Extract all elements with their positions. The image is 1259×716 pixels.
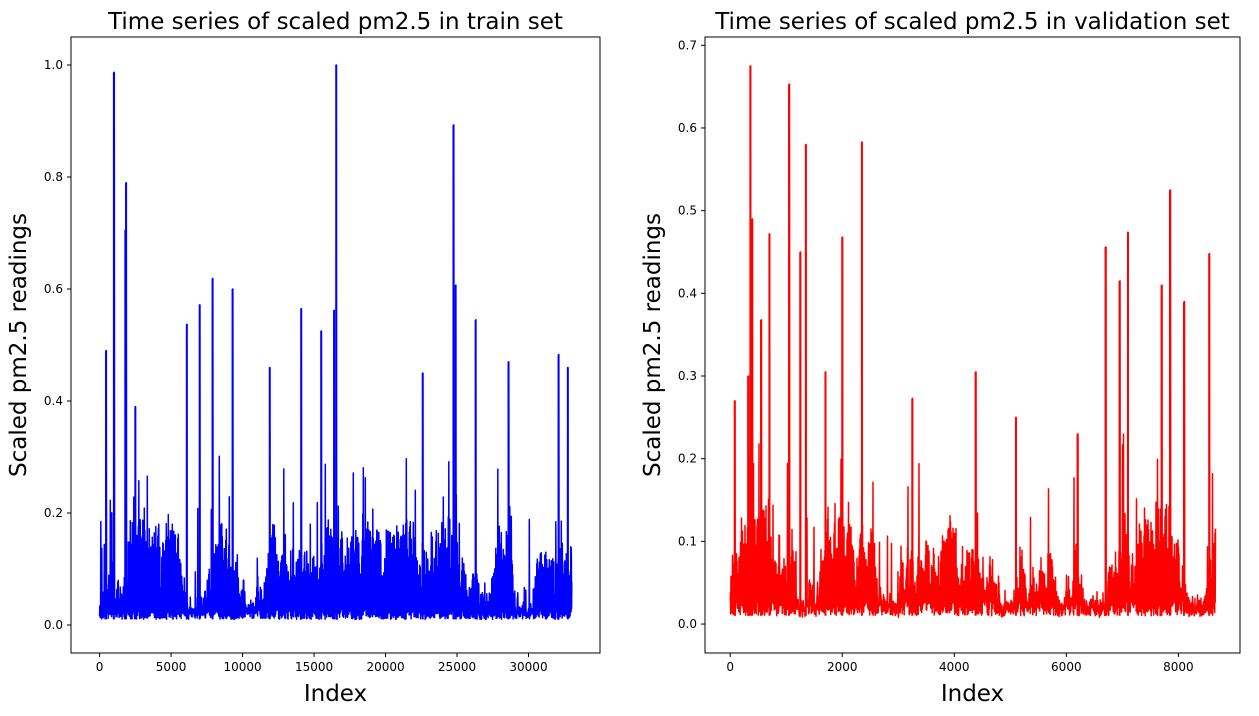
validation-x-ticks: 0 2000 4000 6000 8000: [726, 653, 1194, 674]
validation-series-line: [729, 65, 1217, 619]
train-x-tick-label: 10000: [223, 660, 261, 674]
validation-y-tick-label: 0.2: [678, 452, 697, 466]
validation-y-tick-label: 0.4: [678, 286, 697, 300]
train-x-ticks: 0 5000 10000 15000 20000 25000 30000: [96, 653, 548, 674]
train-y-tick-label: 0.6: [44, 282, 63, 296]
train-x-axis-label: Index: [304, 681, 367, 707]
train-y-ticks: 0.0 0.2 0.4 0.6 0.8 1.0: [44, 58, 71, 632]
train-y-axis-label: Scaled pm2.5 readings: [6, 213, 32, 477]
validation-y-ticks: 0.0 0.1 0.2 0.3 0.4 0.5 0.6 0.7: [678, 38, 705, 631]
validation-x-tick-label: 0: [726, 660, 734, 674]
train-y-tick-label: 0.8: [44, 170, 63, 184]
train-axes-frame: [70, 36, 601, 654]
validation-x-tick-label: 8000: [1163, 660, 1194, 674]
train-plot-area: [98, 64, 573, 621]
validation-y-tick-label: 0.0: [678, 617, 697, 631]
validation-y-tick-label: 0.5: [678, 204, 697, 218]
validation-y-axis-label: Scaled pm2.5 readings: [640, 213, 666, 477]
train-x-tick-label: 30000: [509, 660, 547, 674]
validation-chart: 0 2000 4000 6000 8000 0.00.10.20.30.40.50.60…: [640, 9, 1241, 707]
validation-x-tick-label: 6000: [1051, 660, 1082, 674]
train-x-tick-label: 0: [96, 660, 104, 674]
train-y-tick-label: 0.2: [44, 506, 63, 520]
train-x-tick-label: 25000: [438, 660, 476, 674]
validation-y-tick-label: 0.7: [678, 38, 697, 52]
validation-x-axis-label: Index: [941, 681, 1004, 707]
train-x-tick-label: 5000: [156, 660, 187, 674]
validation-axes-frame: [704, 36, 1241, 654]
train-x-tick-label: 20000: [366, 660, 404, 674]
train-y-tick-label: 0.4: [44, 394, 63, 408]
validation-y-tick-label: 0.6: [678, 121, 697, 135]
train-x-tick-label: 15000: [295, 660, 333, 674]
validation-y-tick-label: 0.3: [678, 369, 697, 383]
train-chart: 0 5000 10000 15000 20000 25000 30000 0.0 0.2 0.4…: [6, 9, 601, 707]
train-y-tick-label: 1.0: [44, 58, 63, 72]
validation-plot-area: [729, 65, 1217, 619]
validation-x-tick-label: 2000: [827, 660, 858, 674]
train-chart-title: Time series of scaled pm2.5 in train set: [107, 9, 563, 35]
validation-y-tick-label: 0.1: [678, 534, 697, 548]
validation-chart-title: Time series of scaled pm2.5 in validatio…: [714, 9, 1230, 35]
validation-x-tick-label: 4000: [939, 660, 970, 674]
train-y-tick-label: 0.0: [44, 618, 63, 632]
